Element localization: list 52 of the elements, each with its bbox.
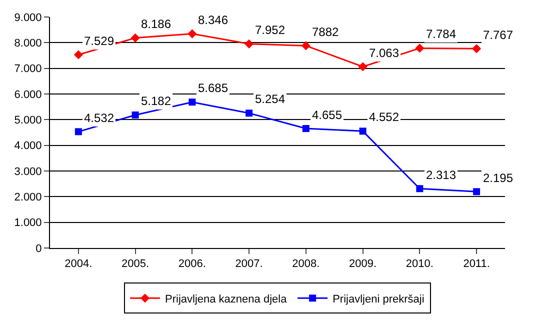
data-label: 7.952 bbox=[255, 23, 286, 37]
point bbox=[188, 98, 196, 106]
point bbox=[188, 29, 197, 38]
legend-label: Prijavljeni prekršaji bbox=[332, 293, 424, 306]
point bbox=[416, 185, 424, 192]
data-label: 4.552 bbox=[369, 110, 400, 124]
point bbox=[301, 41, 310, 50]
y-tick-label: 1.000 bbox=[14, 217, 42, 230]
x-tick-label: 2011. bbox=[463, 258, 490, 270]
point bbox=[302, 125, 310, 132]
x-tick-label: 2008. bbox=[292, 258, 320, 270]
y-tick-label: 3.000 bbox=[14, 166, 42, 178]
y-tick-label: 2.000 bbox=[14, 192, 42, 204]
y-tick-label: 5.000 bbox=[14, 114, 42, 127]
x-tick-label: 2010. bbox=[406, 258, 434, 270]
x-tick-label: 2007. bbox=[235, 258, 263, 270]
point bbox=[246, 110, 253, 117]
legend-label: Prijavljena kaznena djela bbox=[165, 293, 288, 306]
data-label: 2.313 bbox=[426, 168, 456, 182]
data-label: 7.784 bbox=[426, 27, 456, 41]
x-tick-label: 2009. bbox=[349, 258, 377, 270]
y-tick-label: 0 bbox=[36, 242, 42, 255]
data-label: 5.685 bbox=[198, 81, 228, 95]
data-label: 7.767 bbox=[483, 28, 514, 42]
y-tick-label: 4.000 bbox=[14, 140, 42, 152]
data-label: 5.254 bbox=[255, 92, 286, 106]
x-tick-label: 2006. bbox=[178, 258, 206, 270]
point bbox=[473, 188, 480, 196]
x-tick-label: 2005. bbox=[122, 258, 150, 270]
point bbox=[358, 62, 368, 72]
y-tick-label: 6.000 bbox=[14, 88, 42, 101]
data-label: 4.532 bbox=[84, 111, 114, 125]
point bbox=[74, 128, 82, 136]
point bbox=[472, 44, 482, 54]
point bbox=[132, 112, 139, 118]
y-tick-label: 9.000 bbox=[14, 12, 42, 24]
data-label: 4.655 bbox=[312, 108, 342, 122]
data-label: 8.186 bbox=[141, 17, 172, 31]
data-label: 5.182 bbox=[141, 94, 172, 108]
data-label: 8.346 bbox=[198, 13, 228, 27]
point bbox=[359, 128, 366, 135]
point bbox=[244, 39, 254, 48]
data-label: 7.529 bbox=[84, 34, 114, 48]
x-tick-label: 2004. bbox=[64, 258, 92, 270]
y-tick-label: 7.000 bbox=[14, 63, 42, 76]
point bbox=[74, 50, 83, 60]
data-label: 2.195 bbox=[483, 171, 514, 185]
point bbox=[130, 33, 140, 42]
y-tick-label: 8.000 bbox=[14, 38, 42, 50]
point bbox=[415, 44, 424, 53]
data-label: 7882 bbox=[312, 25, 340, 39]
data-label: 7.063 bbox=[369, 46, 400, 60]
